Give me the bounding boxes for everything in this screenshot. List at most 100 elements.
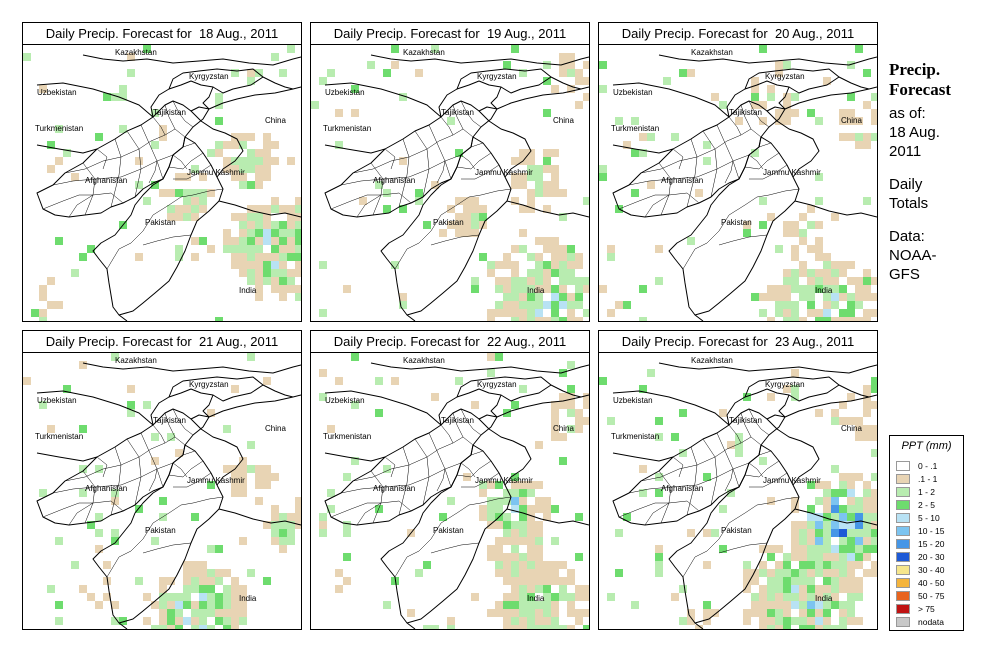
precip-cell [495,505,503,513]
precip-cell [551,309,559,317]
precip-cell [839,553,847,561]
panel-title: Daily Precip. Forecast for 23 Aug., 2011 [599,331,877,353]
china-east-border [262,76,294,90]
legend-label: 15 - 20 [918,539,945,549]
precip-cell [855,537,863,545]
precip-cell [815,593,823,601]
precip-cell [655,553,663,561]
precip-cell [487,317,495,321]
precip-cell [855,593,863,601]
precip-cell [207,569,215,577]
precip-cell [567,317,575,321]
label-jammu-kashmir: Jammu Kashmir [763,476,821,485]
precip-cell [527,529,535,537]
precip-cell [823,617,831,625]
precip-cell [263,205,271,213]
precip-cell [807,561,815,569]
precip-cell [479,213,487,221]
precip-cell [759,117,767,125]
precip-cell [455,377,463,385]
precip-cell [279,537,287,545]
precip-cell [759,593,767,601]
precip-cell [271,537,279,545]
precip-cell [847,585,855,593]
precip-cell [831,561,839,569]
precip-cell [479,505,487,513]
precip-cell [319,309,327,317]
precip-cell [231,593,239,601]
precip-cell [647,133,655,141]
precip-cell [527,309,535,317]
precip-cell [847,537,855,545]
precip-cell [551,261,559,269]
legend-swatch [896,552,910,562]
precip-cell [471,221,479,229]
precip-cell [831,553,839,561]
precip-cell [279,285,287,293]
precip-cell [711,609,719,617]
precip-cell [863,433,871,441]
precip-cell [791,585,799,593]
precip-cell [87,245,95,253]
forecast-panel-1: Daily Precip. Forecast for 18 Aug., 2011 [22,22,302,322]
legend-label: 50 - 75 [918,591,945,601]
precip-cell [567,425,575,433]
precip-cell [215,93,223,101]
precip-cell [511,585,519,593]
precip-cell [263,377,271,385]
precip-cell [39,309,47,317]
precip-cell [863,569,871,577]
precip-cell [783,561,791,569]
precip-cell [623,141,631,149]
precip-cell [831,577,839,585]
precip-cell [519,625,527,629]
precip-map: Uzbekistan Kazakhstan Kyrgyzstan Tajikis… [311,45,589,321]
label-jammu-kashmir: Jammu Kashmir [763,168,821,177]
precip-cell [431,45,439,53]
precip-cell [511,617,519,625]
precip-cell [767,617,775,625]
precip-cell [295,237,301,245]
precip-cell [279,529,287,537]
precip-cell [39,489,47,497]
precip-cell [207,545,215,553]
precip-cell [487,513,495,521]
precip-cell [247,245,255,253]
precip-cell [511,529,519,537]
precip-cell [343,521,351,529]
precip-cell [799,293,807,301]
precip-cell [775,609,783,617]
precip-cell [191,601,199,609]
precip-cell [847,301,855,309]
precip-cell [815,117,823,125]
precip-cell [703,529,711,537]
precip-cell [471,277,479,285]
precip-cell [791,369,799,377]
label-india: India [239,286,257,295]
precip-cell [583,197,589,205]
precip-cell [191,513,199,521]
precip-cell [167,213,175,221]
precip-cell [71,269,79,277]
precip-cell [527,513,535,521]
precip-cell [503,561,511,569]
precip-cell [735,449,743,457]
precip-cell [175,593,183,601]
label-kyrgyzstan: Kyrgyzstan [765,72,805,81]
precip-cell [839,585,847,593]
precip-cell [383,189,391,197]
pakistan-border [668,444,800,624]
china-east-border [838,384,870,398]
precip-cell [207,593,215,601]
precip-cell [575,609,583,617]
precip-cell [527,545,535,553]
precip-cell [775,301,783,309]
precip-cell [799,521,807,529]
precip-cell [167,601,175,609]
precip-cell [175,213,183,221]
precip-cell [239,213,247,221]
precip-cell [231,237,239,245]
precip-cell [799,269,807,277]
precip-cell [839,293,847,301]
precip-cell [255,277,263,285]
